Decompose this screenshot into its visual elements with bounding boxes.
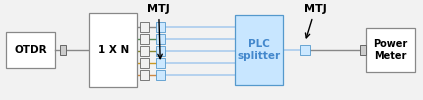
Text: PLC
splitter: PLC splitter [238,39,280,61]
Bar [60,45,66,55]
Bar [156,58,165,68]
Text: Power
Meter: Power Meter [373,39,407,61]
Bar [140,22,149,32]
Bar [366,28,415,72]
Text: OTDR: OTDR [14,45,47,55]
Bar [360,45,366,55]
Bar [140,34,149,44]
Bar [140,58,149,68]
Bar [89,13,137,87]
Bar [156,46,165,56]
Bar [6,32,55,68]
Text: 1 X N: 1 X N [98,45,129,55]
Text: MTJ: MTJ [147,4,170,59]
Bar [235,15,283,85]
Bar [300,45,310,55]
Bar [140,46,149,56]
Bar [156,22,165,32]
Bar [156,34,165,44]
Bar [140,70,149,80]
Bar [156,70,165,80]
Text: MTJ: MTJ [304,4,327,38]
